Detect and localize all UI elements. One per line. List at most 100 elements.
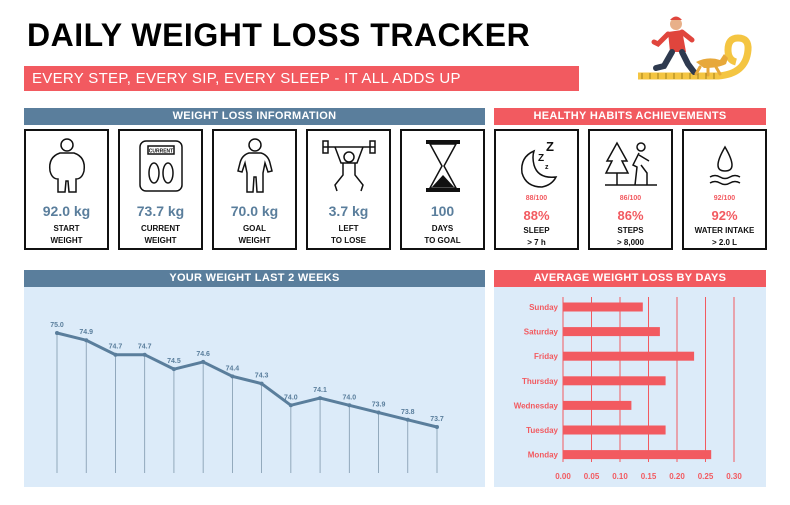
card-label: CURRENT: [140, 224, 181, 233]
card-label: TO LOSE: [331, 236, 366, 245]
x-tick-label: 0.30: [726, 472, 742, 481]
x-tick-label: 0.20: [669, 472, 685, 481]
sleep-habit-card: Z Z z 88/100 88% SLEEP > 7 h: [494, 129, 579, 250]
card-label: STEPS: [617, 226, 644, 235]
card-label: WATER INTAKE: [694, 226, 755, 235]
weight-data-label: 74.7: [109, 344, 123, 351]
habits-header: HEALTHY HABITS ACHIEVEMENTS: [494, 108, 766, 125]
card-label: TO GOAL: [424, 236, 461, 245]
weight-data-label: 73.7: [430, 416, 444, 423]
weight-point: [318, 396, 323, 401]
days-to-goal-value: 100: [430, 203, 455, 219]
weight-point: [230, 374, 235, 379]
day-bar: [563, 376, 666, 386]
days-to-goal-card: 100 DAYS TO GOAL: [400, 129, 485, 250]
steps-fraction: 86/100: [619, 195, 642, 202]
svg-text:Z: Z: [546, 139, 554, 154]
x-tick-label: 0.15: [641, 472, 657, 481]
steps-habit-card: 86/100 86% STEPS > 8,000: [588, 129, 673, 250]
water-percent: 92%: [711, 208, 738, 223]
day-bar: [563, 327, 660, 337]
card-label: > 8,000: [617, 238, 644, 247]
weight-data-label: 73.8: [401, 409, 415, 416]
day-bar: [563, 425, 666, 435]
water-drop-icon: [709, 145, 740, 186]
x-tick-label: 0.05: [584, 472, 600, 481]
weight-data-label: 74.4: [226, 365, 240, 372]
card-label: LEFT: [338, 224, 359, 233]
card-label: WEIGHT: [50, 236, 83, 245]
avg-loss-bar-chart-panel: 0.00 0.05 0.10 0.15 0.20 0.25 0.30 Sunday Saturd…: [494, 287, 766, 487]
card-label: WEIGHT: [238, 236, 271, 245]
day-category-label: Wednesday: [514, 401, 559, 410]
avg-loss-chart-header: AVERAGE WEIGHT LOSS BY DAYS: [494, 270, 766, 287]
current-weight-card: CURRENT 73.7 kg CURRENT WEIGHT: [118, 129, 203, 250]
left-to-lose-value: 3.7 kg: [328, 203, 369, 219]
day-category-label: Saturday: [524, 328, 559, 337]
body-outline-icon: [48, 138, 85, 193]
x-tick-label: 0.00: [555, 472, 571, 481]
day-category-label: Friday: [534, 352, 559, 361]
weight-point: [55, 331, 59, 335]
weight-point: [259, 381, 264, 386]
day-category-label: Sunday: [529, 303, 558, 312]
weight-point: [288, 403, 293, 408]
card-label: SLEEP: [523, 226, 550, 235]
weight-data-label: 74.1: [313, 387, 327, 394]
weight-line-chart: 75.0 74.9 74.7 74.7 74.5 74.6 74.4 74.3 74.0 74.1…: [50, 322, 444, 473]
day-bar: [563, 450, 712, 460]
water-fraction: 92/100: [713, 195, 736, 202]
weight-point: [84, 338, 89, 343]
goal-weight-value: 70.0 kg: [230, 203, 279, 219]
sleep-percent: 88%: [523, 208, 550, 223]
card-label: START: [53, 224, 80, 233]
card-label: WEIGHT: [144, 236, 177, 245]
left-to-lose-card: 3.7 kg LEFT TO LOSE: [306, 129, 391, 250]
weight-point: [171, 367, 176, 372]
weight-series-line: [56, 331, 438, 429]
scale-icon: CURRENT: [138, 140, 183, 192]
moon-sleep-icon: Z Z z: [520, 139, 557, 188]
x-tick-label: 0.25: [698, 472, 714, 481]
avg-loss-bar-chart: 0.00 0.05 0.10 0.15 0.20 0.25 0.30 Sunday Saturd…: [514, 297, 742, 481]
sleep-fraction: 88/100: [525, 195, 548, 202]
weight-data-label: 74.0: [342, 394, 356, 401]
card-label: > 2.0 L: [711, 238, 738, 247]
weight-data-label: 73.9: [372, 402, 386, 409]
day-bar: [563, 302, 643, 312]
weight-data-label: 74.7: [138, 344, 152, 351]
day-category-label: Monday: [528, 451, 559, 460]
scale-display-text: CURRENT: [148, 149, 172, 155]
weight-data-label: 74.9: [79, 329, 93, 336]
tagline-banner: EVERY STEP, EVERY SIP, EVERY SLEEP - IT …: [24, 66, 579, 91]
svg-text:Z: Z: [538, 153, 544, 164]
weight-point: [142, 352, 147, 357]
weight-point: [405, 417, 410, 422]
weight-line-chart-panel: 75.0 74.9 74.7 74.7 74.5 74.6 74.4 74.3 74.0 74.1…: [24, 287, 485, 487]
runner-with-dog-illustration: [638, 16, 752, 80]
current-weight-value: 73.7 kg: [136, 203, 185, 219]
water-habit-card: 92/100 92% WATER INTAKE > 2.0 L: [682, 129, 767, 250]
weight-chart-header: YOUR WEIGHT LAST 2 WEEKS: [24, 270, 485, 287]
weight-data-label: 74.3: [255, 373, 269, 380]
card-label: DAYS: [431, 224, 454, 233]
page-title: DAILY WEIGHT LOSS TRACKER: [27, 17, 531, 53]
day-category-label: Tuesday: [526, 426, 558, 435]
fit-body-icon: [236, 138, 273, 193]
weight-point: [201, 359, 206, 364]
card-label: GOAL: [242, 224, 267, 233]
day-bar: [563, 351, 695, 361]
weight-data-label: 75.0: [50, 322, 64, 329]
day-category-label: Thursday: [522, 377, 559, 386]
x-tick-label: 0.10: [612, 472, 628, 481]
walking-icon: [604, 141, 657, 186]
weight-point: [435, 425, 439, 429]
card-label: > 7 h: [527, 238, 546, 247]
day-bar: [563, 400, 632, 410]
weight-point: [113, 352, 118, 357]
weight-data-label: 74.5: [167, 358, 181, 365]
goal-weight-card: 70.0 kg GOAL WEIGHT: [212, 129, 297, 250]
weight-info-header: WEIGHT LOSS INFORMATION: [24, 108, 485, 125]
weightlifter-icon: [321, 140, 376, 192]
weight-data-label: 74.6: [196, 351, 210, 358]
